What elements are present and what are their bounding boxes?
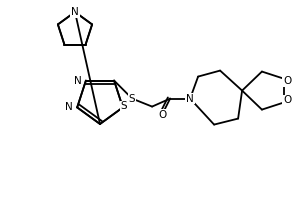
- Text: O: O: [283, 95, 291, 105]
- Text: N: N: [71, 7, 79, 17]
- Text: N: N: [71, 7, 79, 17]
- Text: S: S: [129, 94, 135, 104]
- Text: O: O: [283, 76, 291, 86]
- Text: N: N: [74, 76, 82, 86]
- Text: O: O: [158, 110, 166, 120]
- Text: S: S: [121, 101, 127, 111]
- Text: N: N: [65, 102, 73, 112]
- Text: N: N: [186, 94, 194, 104]
